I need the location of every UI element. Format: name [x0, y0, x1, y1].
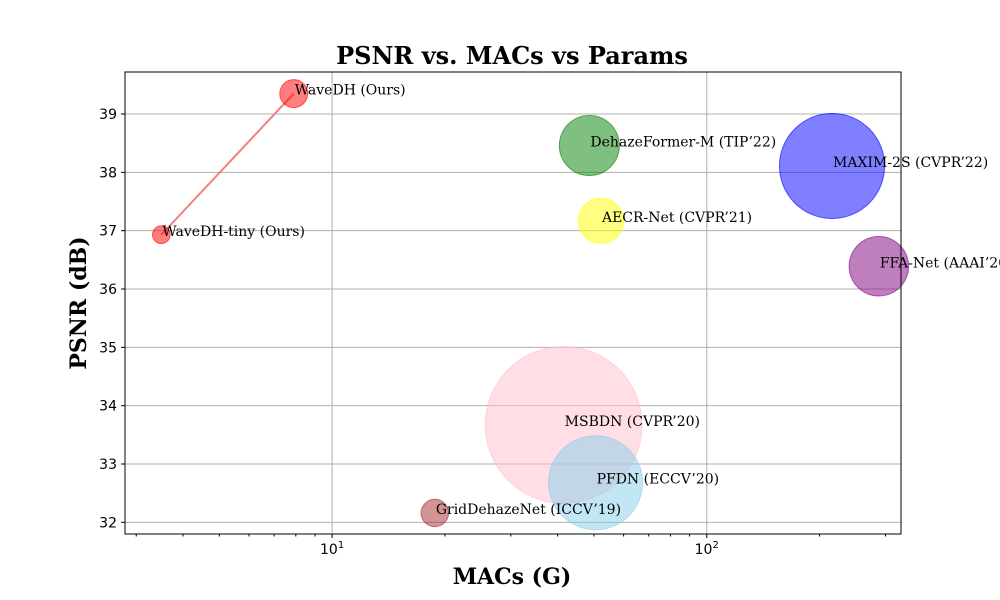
point-label: GridDehazeNet (ICCV’19) [436, 502, 621, 518]
x-tick-exponent: 2 [712, 540, 718, 551]
grid-layer [125, 72, 901, 534]
bubble-point [548, 435, 644, 531]
y-axis-label: PSNR (dB) [66, 236, 92, 369]
y-tick-label: 35 [99, 340, 117, 356]
point-label: PFDN (ECCV’20) [597, 472, 720, 488]
label-layer: WaveDH (Ours) WaveDH-tiny (Ours) DehazeFor… [162, 83, 1000, 518]
bubble-layer [151, 79, 910, 531]
point-label: DehazeFormer-M (TIP’22) [590, 135, 776, 151]
point-label: FFA-Net (AAAI’20) [880, 255, 1000, 271]
x-tick-label: 101 [320, 540, 344, 558]
x-axis-label: MACs (G) [453, 564, 572, 590]
bubble-point [848, 236, 910, 297]
y-tick-label: 39 [99, 107, 117, 123]
plot-frame [124, 71, 902, 535]
connector-layer [160, 92, 295, 236]
y-tick-label: 32 [99, 515, 117, 531]
connector-line [160, 92, 295, 236]
x-tick-base: 10 [695, 542, 713, 558]
chart-title: PSNR vs. MACs vs Params [336, 41, 688, 70]
x-tick-base: 10 [320, 542, 338, 558]
bubble-point [420, 498, 450, 528]
x-tick-label: 102 [695, 540, 719, 558]
point-label: WaveDH (Ours) [295, 83, 406, 99]
point-label: AECR-Net (CVPR’21) [601, 210, 752, 226]
bubble-point [577, 197, 625, 244]
bubble-point [778, 112, 886, 219]
bubble-point [558, 114, 620, 177]
y-tick-label: 36 [99, 282, 117, 298]
x-tick-exponent: 1 [338, 540, 344, 551]
y-tick-label: 33 [99, 457, 117, 473]
y-tick-label: 34 [99, 399, 117, 415]
point-label: WaveDH-tiny (Ours) [162, 224, 305, 240]
bubble-point [151, 225, 171, 245]
y-tick-label: 37 [99, 224, 117, 240]
bubble-point [279, 79, 309, 109]
y-tick-label: 38 [99, 165, 117, 181]
point-label: MAXIM-2S (CVPR’22) [833, 155, 988, 171]
point-label: MSBDN (CVPR’20) [565, 414, 700, 430]
